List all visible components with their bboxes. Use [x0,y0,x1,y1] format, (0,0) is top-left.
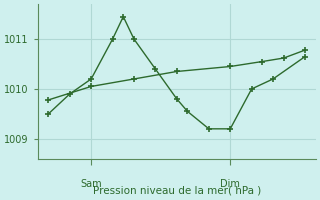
Text: Sam: Sam [80,179,102,189]
X-axis label: Pression niveau de la mer( hPa ): Pression niveau de la mer( hPa ) [92,186,261,196]
Text: Dim: Dim [220,179,240,189]
